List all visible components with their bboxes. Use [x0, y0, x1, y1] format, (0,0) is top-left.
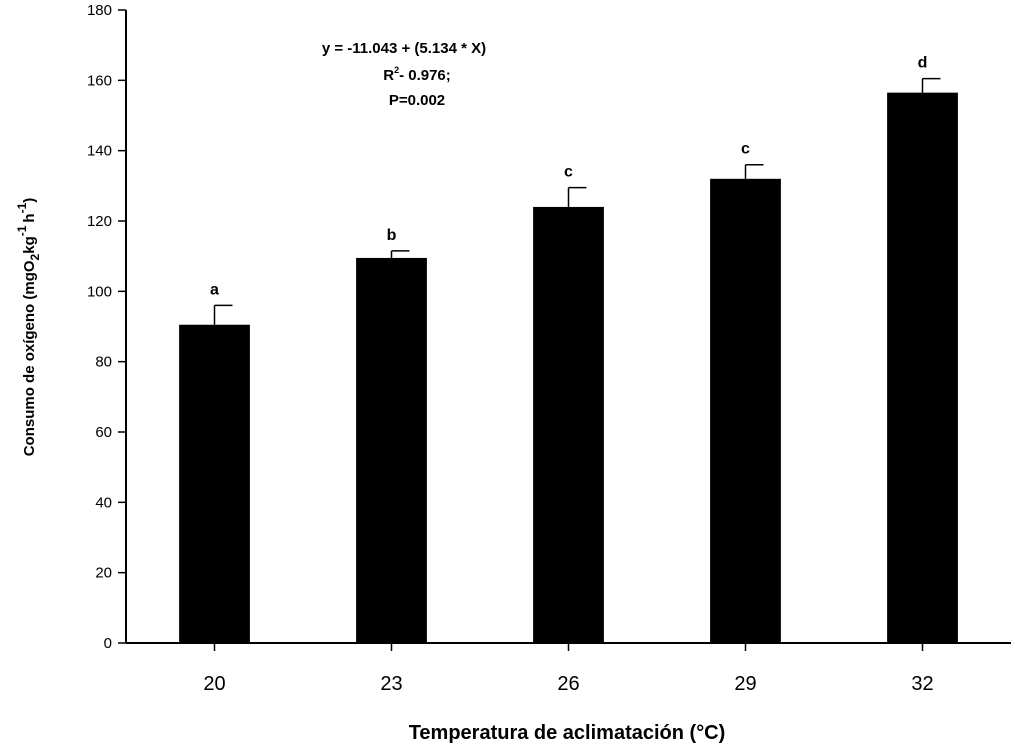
regression-equation: y = -11.043 + (5.134 * X)	[322, 40, 486, 57]
y-tick-label: 20	[95, 565, 112, 582]
y-tick-label: 0	[104, 635, 112, 652]
significance-letter: a	[210, 281, 219, 298]
y-axis-ticks: 0 20 40 60 80 100 120 140 160 180	[87, 2, 126, 652]
bar-23	[356, 257, 427, 643]
p-value: P=0.002	[389, 92, 445, 109]
y-axis-title-close: )	[21, 198, 38, 203]
y-tick-label: 180	[87, 2, 112, 19]
y-axis-title-prefix: Consumo de oxígeno (mgO	[21, 260, 38, 456]
y-tick-label: 120	[87, 213, 112, 230]
error-bars	[213, 77, 941, 325]
x-axis-ticks: 20 23 26 29 32	[203, 643, 934, 695]
y-tick-label: 60	[95, 424, 112, 441]
y-axis-title-sub: 2	[28, 253, 42, 260]
y-tick-label: 140	[87, 143, 112, 160]
x-tick-label: 32	[911, 673, 933, 695]
significance-letter: b	[387, 227, 397, 244]
y-axis-title-h: h	[21, 213, 38, 222]
r-squared-label: R	[383, 67, 394, 84]
x-tick-label: 20	[203, 673, 225, 695]
y-tick-label: 40	[95, 494, 112, 511]
r-squared-superscript: 2	[394, 65, 399, 75]
x-tick-label: 29	[734, 673, 756, 695]
significance-letter: c	[564, 164, 573, 181]
significance-letter: d	[918, 55, 928, 72]
y-axis-title-h-sup: -1	[15, 202, 29, 213]
bar-26	[533, 206, 604, 643]
significance-letter: c	[741, 141, 750, 158]
x-tick-label: 26	[557, 673, 579, 695]
y-axis-title-kg: kg	[21, 236, 38, 254]
bar-29	[710, 178, 781, 644]
r-squared-line: R2- 0.976;	[383, 65, 451, 84]
x-tick-label: 23	[380, 673, 402, 695]
bar-32	[887, 92, 958, 644]
y-axis-title-kg-sup: -1	[15, 225, 29, 236]
r-squared-value: - 0.976;	[399, 67, 451, 84]
bars	[179, 92, 958, 644]
bar-20	[179, 324, 250, 643]
y-tick-label: 100	[87, 283, 112, 300]
y-axis-title: Consumo de oxígeno (mgO2kg-1h-1)	[15, 198, 42, 457]
y-tick-label: 80	[95, 354, 112, 371]
y-tick-label: 160	[87, 72, 112, 89]
significance-letters: a b c c d	[210, 55, 927, 299]
x-axis-title: Temperatura de aclimatación (°C)	[409, 722, 726, 744]
